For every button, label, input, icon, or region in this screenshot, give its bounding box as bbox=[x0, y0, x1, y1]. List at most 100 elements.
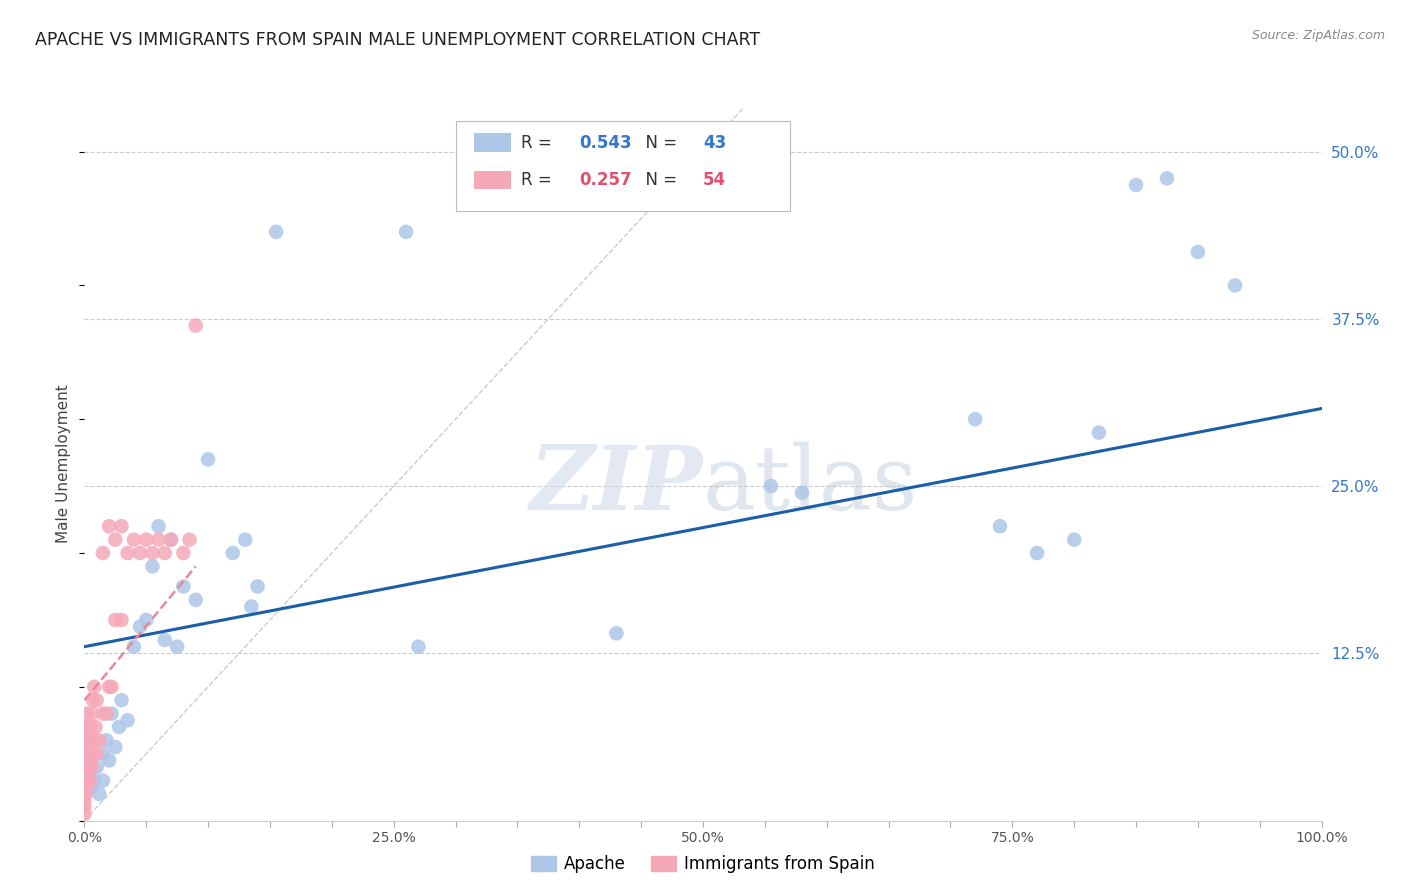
Point bbox=[1125, 178, 1147, 192]
Point bbox=[184, 592, 207, 607]
Point bbox=[91, 706, 114, 721]
Point bbox=[86, 747, 108, 761]
Point bbox=[759, 479, 782, 493]
Point bbox=[76, 780, 98, 794]
Point bbox=[264, 225, 287, 239]
Point bbox=[108, 720, 131, 734]
Point bbox=[98, 519, 121, 533]
Point bbox=[77, 773, 100, 788]
Point bbox=[122, 640, 145, 654]
Point bbox=[76, 733, 98, 747]
Point bbox=[135, 613, 157, 627]
Point bbox=[1156, 171, 1178, 186]
Point bbox=[148, 519, 170, 533]
Point bbox=[129, 546, 152, 560]
Point bbox=[75, 747, 97, 761]
Point bbox=[79, 733, 101, 747]
Point bbox=[79, 720, 101, 734]
Point bbox=[83, 680, 105, 694]
Point bbox=[104, 533, 127, 547]
Point bbox=[408, 640, 430, 654]
Point bbox=[75, 787, 97, 801]
Point bbox=[233, 533, 256, 547]
Text: Source: ZipAtlas.com: Source: ZipAtlas.com bbox=[1251, 29, 1385, 42]
Point bbox=[141, 546, 163, 560]
Text: ZIP: ZIP bbox=[530, 442, 703, 528]
Point bbox=[80, 706, 103, 721]
Point bbox=[965, 412, 987, 426]
Point bbox=[117, 546, 139, 560]
Point bbox=[79, 780, 101, 794]
Point bbox=[110, 519, 132, 533]
Point bbox=[100, 706, 122, 721]
Point bbox=[104, 613, 127, 627]
Point bbox=[1187, 244, 1209, 259]
Point bbox=[172, 546, 194, 560]
Point bbox=[80, 760, 103, 774]
Point bbox=[73, 800, 96, 814]
Point bbox=[104, 739, 127, 754]
Point bbox=[83, 773, 105, 788]
Point bbox=[141, 559, 163, 574]
Point bbox=[179, 533, 201, 547]
Point bbox=[82, 747, 104, 761]
Point bbox=[89, 787, 111, 801]
Text: atlas: atlas bbox=[703, 442, 918, 529]
Point bbox=[98, 753, 121, 767]
Point bbox=[75, 773, 97, 788]
Point bbox=[184, 318, 207, 333]
Point bbox=[73, 787, 96, 801]
Point bbox=[73, 773, 96, 788]
Point bbox=[91, 747, 114, 761]
Point bbox=[110, 693, 132, 707]
Point bbox=[73, 760, 96, 774]
Text: 43: 43 bbox=[703, 134, 727, 152]
FancyBboxPatch shape bbox=[474, 134, 512, 152]
Text: R =: R = bbox=[522, 134, 557, 152]
Point bbox=[100, 680, 122, 694]
FancyBboxPatch shape bbox=[474, 170, 512, 189]
Point bbox=[1063, 533, 1085, 547]
Point bbox=[160, 533, 183, 547]
Point bbox=[73, 793, 96, 807]
Point bbox=[153, 546, 176, 560]
Point bbox=[82, 693, 104, 707]
Point bbox=[129, 619, 152, 633]
Point bbox=[395, 225, 418, 239]
Point bbox=[98, 680, 121, 694]
Point bbox=[160, 533, 183, 547]
Text: 54: 54 bbox=[703, 171, 725, 189]
Text: R =: R = bbox=[522, 171, 557, 189]
Point bbox=[76, 760, 98, 774]
Point bbox=[83, 733, 105, 747]
Point bbox=[222, 546, 245, 560]
Point bbox=[1026, 546, 1049, 560]
FancyBboxPatch shape bbox=[456, 121, 790, 211]
Point bbox=[96, 706, 118, 721]
Point bbox=[240, 599, 263, 614]
Point bbox=[117, 713, 139, 727]
Legend: Apache, Immigrants from Spain: Apache, Immigrants from Spain bbox=[524, 849, 882, 880]
Point bbox=[110, 613, 132, 627]
Point bbox=[91, 546, 114, 560]
Point bbox=[73, 806, 96, 821]
Y-axis label: Male Unemployment: Male Unemployment bbox=[56, 384, 72, 543]
Point bbox=[76, 706, 98, 721]
Point bbox=[153, 632, 176, 647]
Point bbox=[166, 640, 188, 654]
Point bbox=[122, 533, 145, 547]
Point bbox=[73, 747, 96, 761]
Point bbox=[148, 533, 170, 547]
Text: N =: N = bbox=[636, 134, 682, 152]
Point bbox=[246, 579, 269, 593]
Point bbox=[91, 773, 114, 788]
Point bbox=[135, 533, 157, 547]
Point bbox=[73, 720, 96, 734]
Point bbox=[988, 519, 1011, 533]
Point bbox=[79, 773, 101, 788]
Point bbox=[1088, 425, 1111, 440]
Text: 0.257: 0.257 bbox=[579, 171, 631, 189]
Text: 0.543: 0.543 bbox=[579, 134, 631, 152]
Point bbox=[197, 452, 219, 467]
Point bbox=[605, 626, 627, 640]
